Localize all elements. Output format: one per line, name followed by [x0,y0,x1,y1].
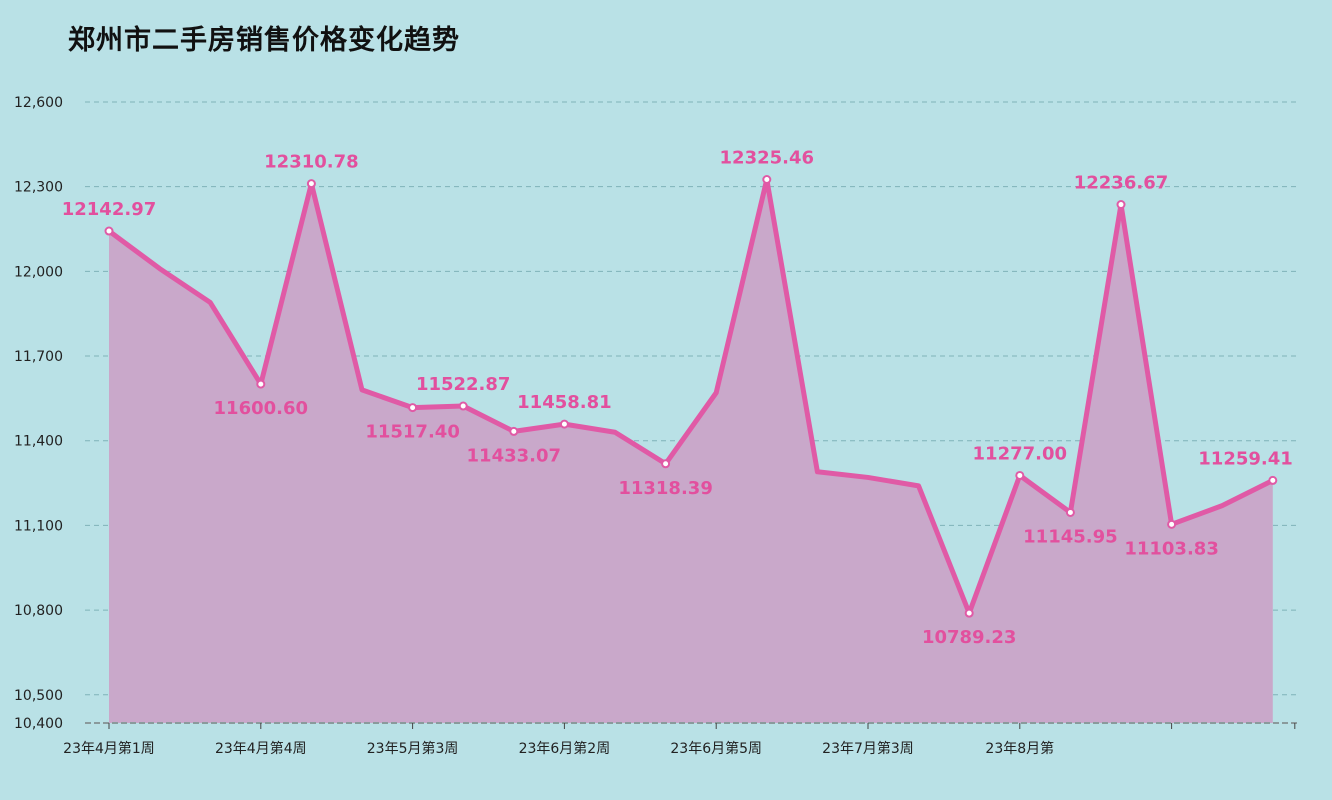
data-point [256,379,266,389]
data-label: 11277.00 [973,443,1068,464]
series-line [106,176,1276,616]
data-point [509,426,519,436]
data-point [104,226,114,236]
data-point [1015,470,1025,480]
data-label: 11517.40 [365,422,460,443]
data-point [661,459,671,469]
data-label: 11433.07 [467,445,562,466]
y-tick-label: 12,000 [14,264,63,280]
data-label: 11600.60 [214,398,309,419]
y-tick-label: 12,600 [14,95,63,111]
y-tick-label: 10,400 [14,716,63,732]
x-tick-label: 23年4月第1周 [63,740,155,757]
data-label: 11458.81 [517,392,612,413]
data-label: 11145.95 [1023,526,1118,547]
chart-title: 郑州市二手房销售价格变化趋势 [68,25,460,56]
x-tick-label: 23年4月第4周 [215,740,307,757]
data-point [964,608,974,618]
data-label: 11522.87 [416,374,511,395]
y-tick-label: 11,100 [14,518,63,534]
data-point [1116,200,1126,210]
data-point [762,174,772,184]
x-tick-label: 23年6月第5周 [670,740,762,757]
data-point [458,401,468,411]
data-label: 11318.39 [618,478,713,499]
data-point [306,179,316,189]
data-label: 10789.23 [922,627,1017,648]
data-label: 12142.97 [62,199,157,220]
data-label: 11259.41 [1198,448,1293,469]
data-point [1065,507,1075,517]
data-point [408,403,418,413]
y-tick-label: 10,800 [14,603,63,619]
y-tick-label: 10,500 [14,688,63,704]
x-tick-label: 23年6月第2周 [519,740,611,757]
data-label: 11103.83 [1124,538,1219,559]
data-label: 12236.67 [1074,173,1169,194]
data-point [559,419,569,429]
y-tick-label: 11,400 [14,434,63,450]
y-tick-label: 12,300 [14,180,63,196]
x-tick-label: 23年7月第3周 [822,740,914,757]
data-label: 12325.46 [720,147,815,168]
y-tick-label: 11,700 [14,349,63,365]
x-tick-label: 23年8月第 [985,740,1054,757]
x-tick-label: 23年5月第3周 [367,740,459,757]
area-fill [109,179,1273,724]
data-label: 12310.78 [264,152,359,173]
data-point [1167,519,1177,529]
data-point [1268,475,1278,485]
